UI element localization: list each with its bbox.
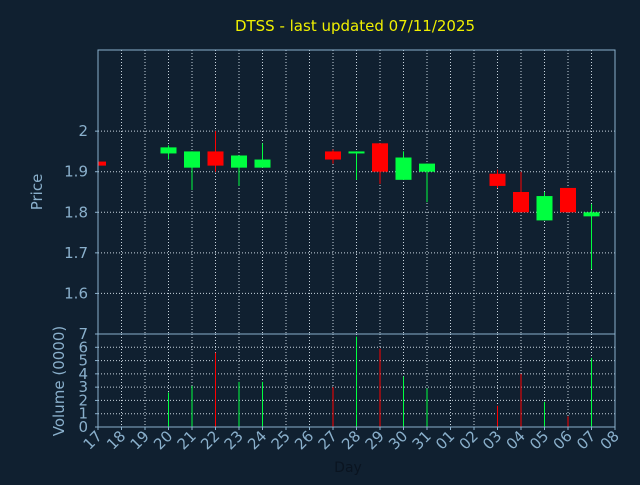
candle-body (395, 157, 412, 180)
volume-tick-label: 3 (78, 378, 88, 396)
candle-body (254, 159, 271, 168)
price-tick-label: 1.7 (64, 244, 88, 262)
chart-title: DTSS - last updated 07/11/2025 (235, 17, 475, 35)
volume-panel-frame (97, 333, 616, 428)
candle-body (98, 161, 106, 166)
volume-tick-label: 2 (78, 391, 88, 409)
volume-tick-label: 0 (78, 418, 88, 436)
candle-body (419, 163, 435, 172)
volume-tick-label: 4 (78, 365, 88, 383)
candle-body (184, 151, 200, 168)
volume-tick-label: 5 (78, 352, 88, 370)
candle-body (489, 173, 506, 186)
candle-body (348, 151, 365, 154)
candle-body (231, 155, 247, 168)
volume-bars (168, 336, 592, 427)
volume-axis-label: Volume (0000) (50, 326, 68, 436)
candle-body (583, 212, 600, 217)
price-tick-label: 1.8 (64, 203, 88, 221)
candle-body (372, 143, 388, 172)
candles (97, 131, 600, 270)
candle-body (325, 151, 341, 160)
price-tick-label: 1.6 (64, 284, 88, 302)
price-tick-label: 1.9 (64, 163, 88, 181)
price-tick-label: 2 (78, 122, 88, 140)
candle-body (207, 151, 224, 166)
candle-body (560, 187, 576, 213)
price-y-ticks: 1.6 1.7 1.8 1.9 2 (64, 122, 98, 302)
volume-tick-label: 7 (78, 325, 88, 343)
volume-tick-label: 1 (78, 405, 88, 423)
price-axis-label: Price (28, 174, 46, 211)
candle-body (536, 196, 553, 221)
volume-tick-label: 6 (78, 338, 88, 356)
candle-body (513, 192, 529, 213)
x-axis-label: Day (334, 460, 362, 476)
candle-body (160, 147, 177, 154)
x-ticks: 1718192021222324252627282930310102030405… (80, 427, 623, 453)
